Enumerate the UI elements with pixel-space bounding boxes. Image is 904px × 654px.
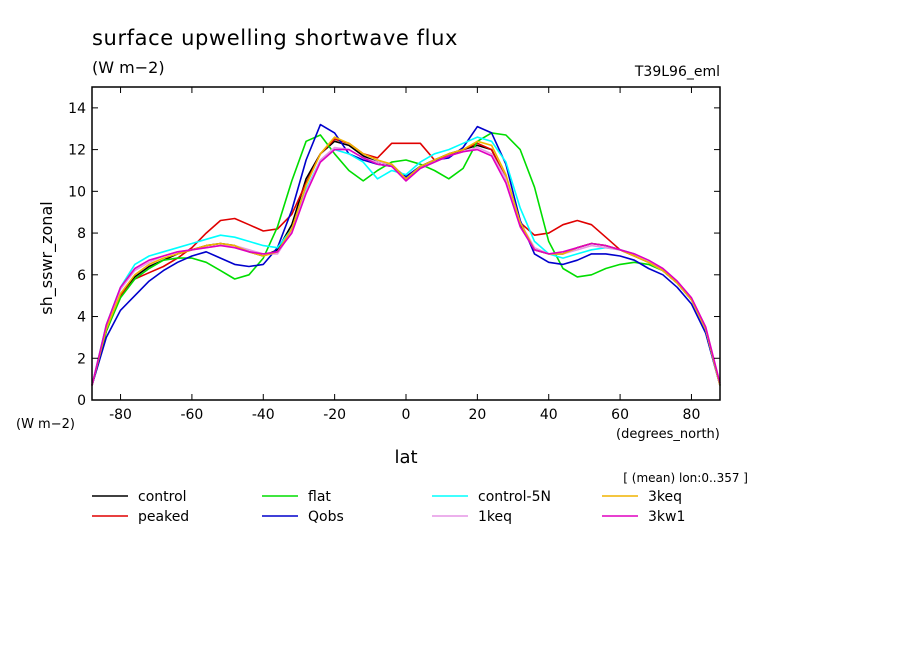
series-line-qobs <box>91 123 721 386</box>
x-tick-label: 0 <box>402 407 411 423</box>
series-line-flat <box>91 132 721 386</box>
y-tick-label: 0 <box>77 393 86 409</box>
y-units-label: (W m−2) <box>16 417 75 432</box>
legend-label-3keq: 3keq <box>648 489 682 505</box>
x-tick-label: 20 <box>468 407 486 423</box>
y-tick-label: 12 <box>68 143 86 159</box>
legend-label-qobs: Qobs <box>308 509 344 525</box>
y-tick-label: 10 <box>68 184 86 200</box>
chart-title: surface upwelling shortwave flux <box>92 26 458 50</box>
run-label: T39L96_eml <box>634 64 720 80</box>
series-line-control-5n <box>91 136 721 386</box>
x-tick-label: -40 <box>252 407 275 423</box>
legend-label-flat: flat <box>308 489 331 505</box>
x-tick-label: 80 <box>683 407 701 423</box>
x-tick-label: -60 <box>180 407 203 423</box>
units-label: (W m−2) <box>92 58 165 77</box>
y-tick-label: 14 <box>68 101 86 117</box>
axis-ticks: -80 -60 -40 -20 0 20 40 60 80 0 2 4 6 8 10 12 14 <box>68 87 720 423</box>
mean-note: [ (mean) lon:0..357 ] <box>623 471 748 485</box>
series-line-1keq <box>91 146 721 386</box>
x-tick-label: 60 <box>611 407 629 423</box>
legend-label-control-5n: control-5N <box>478 489 551 505</box>
y-axis-label: sh_sswr_zonal <box>37 201 57 314</box>
series-lines <box>91 123 721 386</box>
legend-label-3kw1: 3kw1 <box>648 509 685 525</box>
series-line-3kw1 <box>91 148 721 386</box>
legend-label-1keq: 1keq <box>478 509 512 525</box>
x-tick-label: -80 <box>109 407 132 423</box>
x-tick-label: 40 <box>540 407 558 423</box>
x-units-label: (degrees_north) <box>616 427 720 442</box>
x-tick-label: -20 <box>323 407 346 423</box>
y-tick-label: 6 <box>77 268 86 284</box>
y-tick-label: 8 <box>77 226 86 242</box>
x-axis-label: lat <box>394 447 417 468</box>
plot-frame <box>91 86 721 401</box>
legend-label-control: control <box>138 489 187 505</box>
legend: control peaked flat Qobs control-5N 1keq 3keq 3… <box>92 489 685 525</box>
y-tick-label: 4 <box>77 310 86 326</box>
y-tick-label: 2 <box>77 351 86 367</box>
legend-label-peaked: peaked <box>138 509 189 525</box>
